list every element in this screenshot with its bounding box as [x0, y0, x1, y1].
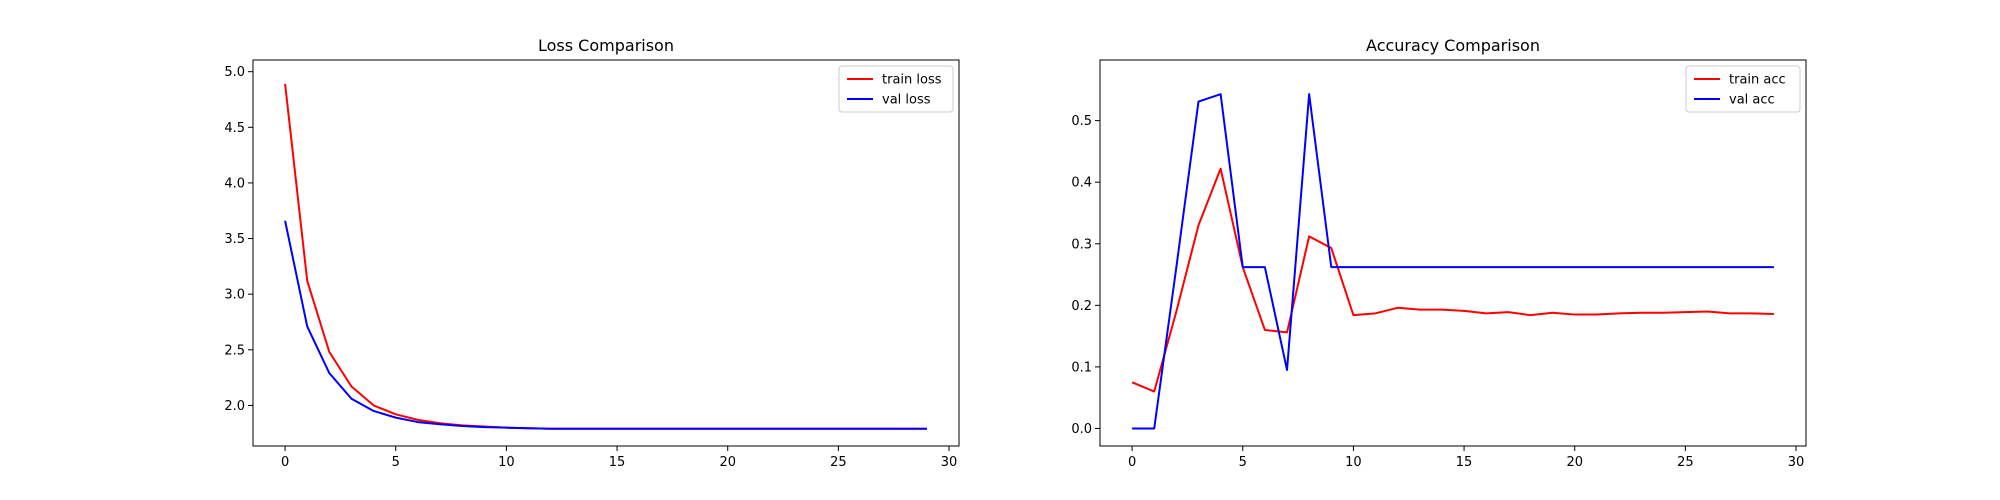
plot-area — [1099, 59, 1807, 447]
x-tick-label: 15 — [1456, 455, 1473, 470]
series-line-val-loss — [284, 220, 927, 430]
y-tick-label: 2.0 — [224, 399, 245, 414]
legend: train acc val acc — [1685, 65, 1801, 113]
y-tick-label: 0.2 — [1071, 299, 1092, 314]
accuracy-comparison-chart: 0 5 10 15 20 25 30 0.0 0.1 0.2 0.3 0.4 0.5 Accuracy C… — [1071, 36, 1807, 470]
y-tick-label: 3.0 — [224, 288, 245, 303]
y-tick-label: 4.0 — [224, 176, 245, 191]
series-line-val-acc — [1132, 93, 1774, 430]
legend-label: val loss — [882, 93, 931, 108]
series-line-train-acc — [1131, 167, 1774, 393]
x-tick-label: 5 — [1239, 455, 1247, 470]
plot-area — [252, 59, 960, 447]
x-tick-label: 10 — [1345, 455, 1362, 470]
x-tick-label: 20 — [1566, 455, 1583, 470]
y-tick-label: 0.4 — [1071, 176, 1092, 191]
x-tick-label: 5 — [392, 455, 400, 470]
x-tick-label: 15 — [609, 455, 626, 470]
legend-box — [1685, 65, 1801, 113]
y-tick-label: 4.5 — [224, 121, 245, 136]
legend-box — [838, 65, 954, 113]
chart-title: Loss Comparison — [538, 36, 674, 55]
legend-label: train loss — [882, 73, 942, 88]
legend: train loss val loss — [838, 65, 954, 113]
legend-label: train acc — [1729, 73, 1786, 88]
y-tick-label: 0.0 — [1071, 422, 1092, 437]
x-tick-label: 30 — [941, 455, 958, 470]
y-tick-label: 0.5 — [1071, 114, 1092, 129]
x-tick-label: 30 — [1788, 455, 1805, 470]
y-tick-label: 0.1 — [1071, 360, 1092, 375]
x-tick-label: 0 — [1128, 455, 1136, 470]
x-tick-label: 10 — [498, 455, 515, 470]
y-tick-label: 3.5 — [224, 232, 245, 247]
loss-comparison-chart: 0 5 10 15 20 25 30 2.0 2.5 3.0 3.5 4.0 4.5 5.0 Loss Co… — [224, 36, 960, 470]
x-tick-label: 0 — [281, 455, 289, 470]
legend-label: val acc — [1729, 93, 1775, 108]
y-tick-label: 2.5 — [224, 343, 245, 358]
chart-title: Accuracy Comparison — [1366, 36, 1540, 55]
y-tick-label: 0.3 — [1071, 237, 1092, 252]
x-tick-label: 25 — [830, 455, 847, 470]
y-tick-label: 5.0 — [224, 65, 245, 80]
x-tick-label: 25 — [1677, 455, 1694, 470]
x-tick-label: 20 — [719, 455, 736, 470]
